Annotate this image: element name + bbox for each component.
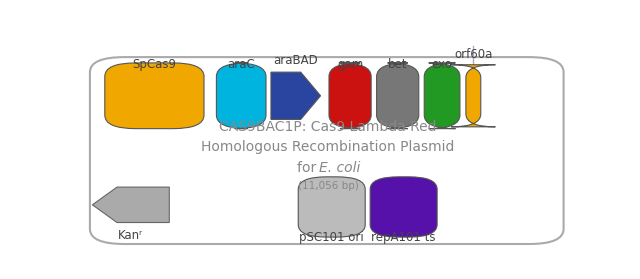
Text: Kanʳ: Kanʳ — [118, 229, 143, 242]
FancyBboxPatch shape — [451, 65, 495, 127]
Text: CAS9BAC1P: Cas9 Lambda Red: CAS9BAC1P: Cas9 Lambda Red — [220, 120, 436, 134]
Text: gam: gam — [337, 58, 363, 71]
FancyBboxPatch shape — [424, 63, 460, 129]
FancyBboxPatch shape — [216, 63, 266, 129]
Text: bet: bet — [388, 58, 408, 71]
FancyBboxPatch shape — [329, 63, 371, 129]
Text: SpCas9: SpCas9 — [132, 58, 177, 71]
FancyBboxPatch shape — [376, 63, 419, 129]
Polygon shape — [92, 187, 169, 223]
Text: for: for — [296, 161, 320, 175]
Text: Homologous Recombination Plasmid: Homologous Recombination Plasmid — [202, 140, 454, 154]
FancyBboxPatch shape — [298, 177, 365, 237]
Text: orf60a: orf60a — [454, 49, 493, 61]
Text: E. coli: E. coli — [319, 161, 361, 175]
Polygon shape — [271, 72, 321, 119]
FancyBboxPatch shape — [370, 177, 437, 237]
FancyBboxPatch shape — [105, 63, 204, 129]
Text: exo: exo — [432, 58, 452, 71]
Text: pSC101 ori: pSC101 ori — [300, 231, 364, 244]
Text: araBAD: araBAD — [273, 54, 318, 67]
Text: (11,056 bp): (11,056 bp) — [298, 181, 358, 191]
Text: repA101 ts: repA101 ts — [371, 231, 436, 244]
Text: araC: araC — [227, 58, 255, 71]
